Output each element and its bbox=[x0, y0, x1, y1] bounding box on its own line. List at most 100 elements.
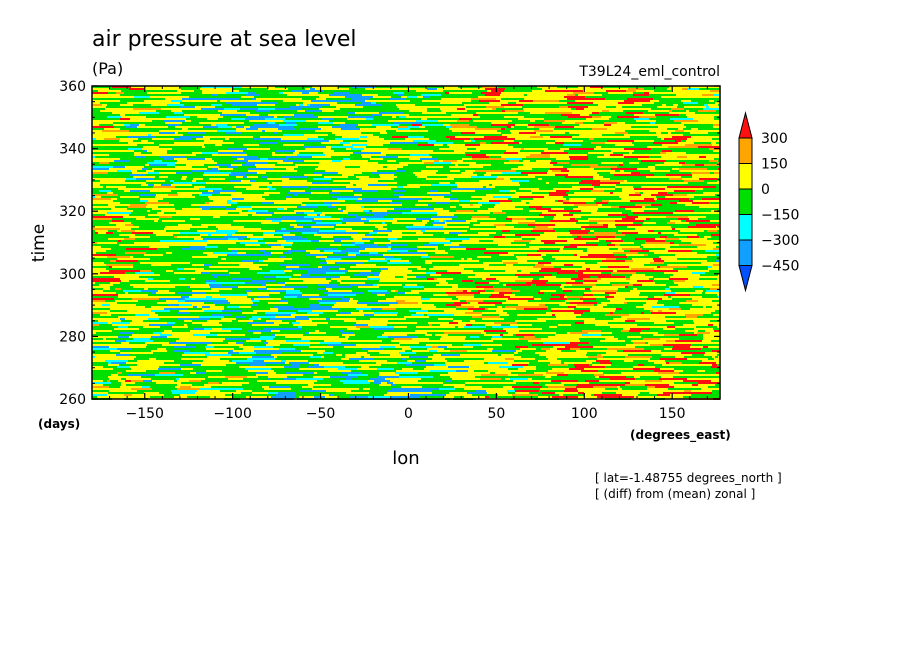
heatmap-cell bbox=[571, 164, 598, 166]
heatmap-cell bbox=[512, 286, 515, 288]
heatmap-cell bbox=[409, 390, 412, 392]
heatmap-cell bbox=[189, 356, 207, 358]
heatmap-cell bbox=[164, 308, 184, 310]
heatmap-cell bbox=[392, 200, 406, 202]
heatmap-cell bbox=[228, 282, 245, 284]
heatmap-cell bbox=[210, 318, 221, 320]
heatmap-cell bbox=[277, 328, 302, 330]
heatmap-cell bbox=[528, 364, 548, 366]
heatmap-cell bbox=[577, 384, 605, 386]
heatmap-cell bbox=[532, 192, 549, 194]
heatmap-cell bbox=[117, 170, 131, 172]
heatmap-cell bbox=[664, 334, 679, 336]
heatmap-cell bbox=[195, 278, 223, 280]
heatmap-cell bbox=[250, 102, 277, 104]
heatmap-cell bbox=[446, 304, 461, 306]
heatmap-cell bbox=[119, 370, 126, 372]
heatmap-cell bbox=[557, 86, 578, 88]
heatmap-cell bbox=[191, 120, 213, 122]
heatmap-cell bbox=[473, 172, 486, 174]
heatmap-cell bbox=[430, 328, 456, 330]
heatmap-cell bbox=[666, 200, 679, 202]
heatmap-cell bbox=[227, 254, 254, 256]
heatmap-cell bbox=[305, 284, 317, 286]
heatmap-cell bbox=[92, 382, 111, 384]
heatmap-cell bbox=[225, 178, 247, 180]
heatmap-cell bbox=[193, 254, 207, 256]
heatmap-cell bbox=[686, 300, 698, 302]
heatmap-cell bbox=[529, 180, 556, 182]
heatmap-cell bbox=[330, 90, 345, 92]
heatmap-cell bbox=[102, 304, 110, 306]
heatmap-cell bbox=[92, 112, 112, 114]
heatmap-cell bbox=[414, 216, 431, 218]
heatmap-cell bbox=[603, 372, 621, 374]
heatmap-cell bbox=[505, 88, 525, 90]
heatmap-cell bbox=[660, 394, 670, 396]
heatmap-cell bbox=[348, 386, 366, 388]
heatmap-cell bbox=[342, 392, 346, 394]
heatmap-cell bbox=[383, 316, 404, 318]
heatmap-cell bbox=[655, 166, 675, 168]
heatmap-cell bbox=[92, 222, 109, 224]
heatmap-cell bbox=[569, 190, 591, 192]
heatmap-cell bbox=[285, 294, 296, 296]
heatmap-cell bbox=[195, 112, 222, 114]
heatmap-cell bbox=[703, 346, 708, 348]
heatmap-cell bbox=[135, 238, 159, 240]
heatmap-cell bbox=[601, 272, 611, 274]
heatmap-cell bbox=[428, 310, 444, 312]
heatmap-cell bbox=[583, 278, 601, 280]
heatmap-cell bbox=[600, 266, 608, 268]
heatmap-cell bbox=[616, 308, 622, 310]
heatmap-cell bbox=[549, 124, 569, 126]
heatmap-cell bbox=[628, 146, 647, 148]
heatmap-cell bbox=[106, 250, 133, 252]
heatmap-cell bbox=[426, 268, 429, 270]
heatmap-cell bbox=[656, 86, 669, 88]
heatmap-cell bbox=[406, 336, 417, 338]
heatmap-cell bbox=[521, 148, 524, 150]
heatmap-cell bbox=[594, 230, 618, 232]
heatmap-cell bbox=[99, 124, 113, 126]
heatmap-cell bbox=[337, 284, 350, 286]
heatmap-cell bbox=[419, 244, 424, 246]
heatmap-cell bbox=[252, 316, 275, 318]
heatmap-cell bbox=[501, 114, 520, 116]
heatmap-cell bbox=[502, 110, 505, 112]
heatmap-cell bbox=[369, 392, 387, 394]
heatmap-cell bbox=[428, 136, 446, 138]
heatmap-cell bbox=[695, 190, 719, 192]
heatmap-cell bbox=[129, 174, 145, 176]
heatmap-cell bbox=[674, 160, 696, 162]
heatmap-cell bbox=[248, 324, 252, 326]
heatmap-cell bbox=[351, 384, 355, 386]
heatmap-cell bbox=[706, 106, 709, 108]
heatmap-cell bbox=[519, 196, 544, 198]
heatmap-cell bbox=[627, 348, 644, 350]
heatmap-cell bbox=[133, 140, 141, 142]
heatmap-cell bbox=[625, 320, 635, 322]
heatmap-cell bbox=[321, 220, 338, 222]
heatmap-cell bbox=[702, 368, 720, 370]
heatmap-cell bbox=[280, 256, 286, 258]
heatmap-cell bbox=[663, 344, 691, 346]
heatmap-cell bbox=[278, 314, 291, 316]
heatmap-cell bbox=[454, 352, 481, 354]
heatmap-cell bbox=[413, 140, 436, 142]
heatmap-cell bbox=[711, 312, 720, 314]
heatmap-cell bbox=[424, 314, 427, 316]
heatmap-cell bbox=[335, 316, 362, 318]
heatmap-cell bbox=[261, 228, 281, 230]
heatmap-cell bbox=[201, 380, 214, 382]
heatmap-cell bbox=[92, 278, 120, 280]
heatmap-cell bbox=[226, 92, 248, 94]
heatmap-cell bbox=[284, 260, 308, 262]
heatmap-cell bbox=[103, 366, 117, 368]
heatmap-cell bbox=[499, 190, 510, 192]
heatmap-cell bbox=[92, 164, 99, 166]
heatmap-cell bbox=[378, 190, 394, 192]
heatmap-cell bbox=[391, 242, 403, 244]
heatmap-cell bbox=[113, 184, 141, 186]
heatmap-cell bbox=[123, 290, 141, 292]
